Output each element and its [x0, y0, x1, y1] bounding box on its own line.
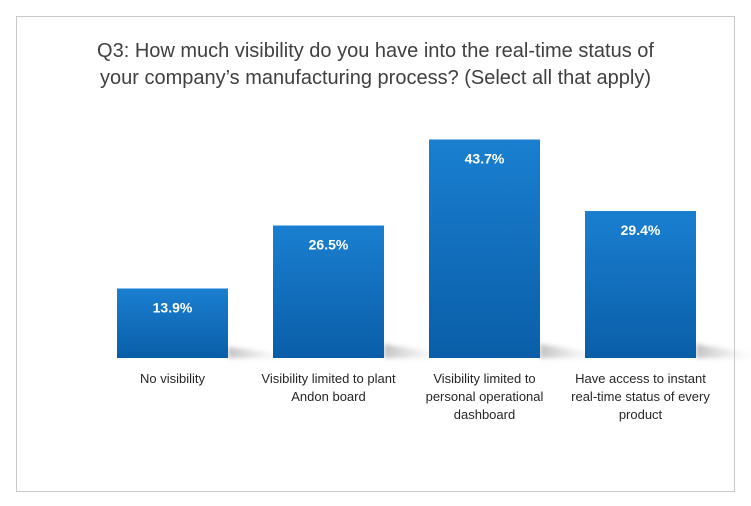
bar-1	[117, 288, 228, 358]
bar-3	[429, 139, 540, 358]
bar-value-label-4: 29.4%	[621, 222, 661, 238]
bar-value-label-1: 13.9%	[153, 300, 193, 316]
category-label-line: Visibility limited to	[433, 371, 536, 386]
bar-value-label-2: 26.5%	[309, 237, 349, 253]
category-label-line: Andon board	[291, 389, 366, 404]
chart-title-line-1: Q3: How much visibility do you have into…	[97, 40, 654, 62]
bar-4	[585, 211, 696, 358]
category-label-3: Visibility limited to personal operationa…	[410, 370, 560, 424]
bar-2	[273, 225, 384, 358]
category-label-line: Have access to instant	[575, 371, 706, 386]
chart-title-line-2: your company’s manufacturing process? (S…	[99, 67, 651, 89]
bar-shadow	[696, 344, 751, 358]
bar-value-label-3: 43.7%	[465, 151, 505, 167]
category-label-1: No visibility	[98, 370, 248, 388]
category-label-line: product	[618, 407, 663, 422]
category-label-4: Have access to instant real-time status o…	[566, 370, 716, 424]
category-label-2: Visibility limited to plant Andon board	[254, 370, 404, 406]
category-label-line: real-time status of every	[571, 389, 710, 404]
chart-title: Q3: How much visibility do you have into…	[0, 38, 751, 92]
category-label-line: Visibility limited to plant	[261, 371, 396, 386]
category-label-line: personal operational	[425, 389, 544, 404]
category-label-line: No visibility	[139, 371, 205, 386]
category-label-line: dashboard	[453, 407, 516, 422]
